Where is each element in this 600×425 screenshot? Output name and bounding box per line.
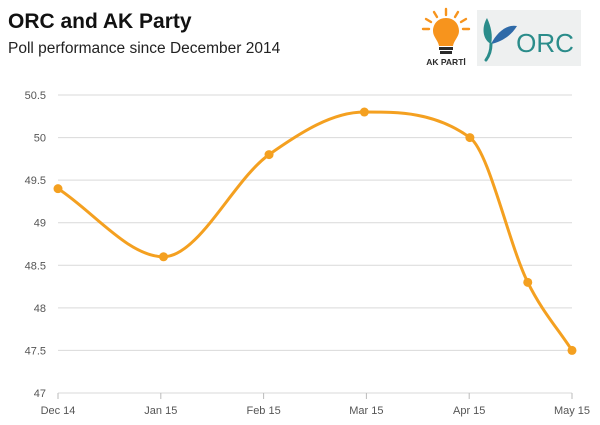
y-axis-ticks: 47 47.5 48 48.5 49 49.5 50 50.5 [25,90,46,400]
orc-logo-text: ORC [516,28,574,58]
data-point [359,107,369,117]
x-tick-label: Feb 15 [246,405,280,417]
y-tick-label: 49 [34,218,46,230]
lightbulb-icon [421,7,471,54]
x-tick-label: May 15 [554,405,590,417]
x-axis-ticks: Dec 14 Jan 15 Feb 15 Mar 15 Apr 15 May 15 [41,393,590,417]
y-tick-label: 47.5 [25,345,46,357]
data-point [567,345,577,355]
series-points [53,107,577,355]
y-tick-label: 48.5 [25,260,46,272]
x-tick-label: Mar 15 [349,405,383,417]
y-tick-label: 47 [34,388,46,400]
ak-parti-logo: AK PARTİ [421,7,471,67]
grid-lines [58,94,572,394]
chart-subtitle: Poll performance since December 2014 [8,40,281,57]
data-point [159,252,169,262]
y-tick-label: 50 [34,133,46,145]
data-point [53,184,63,194]
data-point [264,150,274,160]
data-point [523,277,533,287]
y-tick-label: 49.5 [25,175,46,187]
data-point [465,133,475,143]
x-tick-label: Apr 15 [453,405,485,417]
x-tick-label: Dec 14 [41,405,76,417]
ak-parti-logo-text: AK PARTİ [426,57,466,67]
orc-logo: ORC [477,10,581,66]
leaf-icon [483,18,517,62]
chart-title: ORC and AK Party [8,10,192,33]
y-tick-label: 50.5 [25,90,46,102]
x-tick-label: Jan 15 [144,405,177,417]
y-tick-label: 48 [34,303,46,315]
series-line [57,110,574,352]
